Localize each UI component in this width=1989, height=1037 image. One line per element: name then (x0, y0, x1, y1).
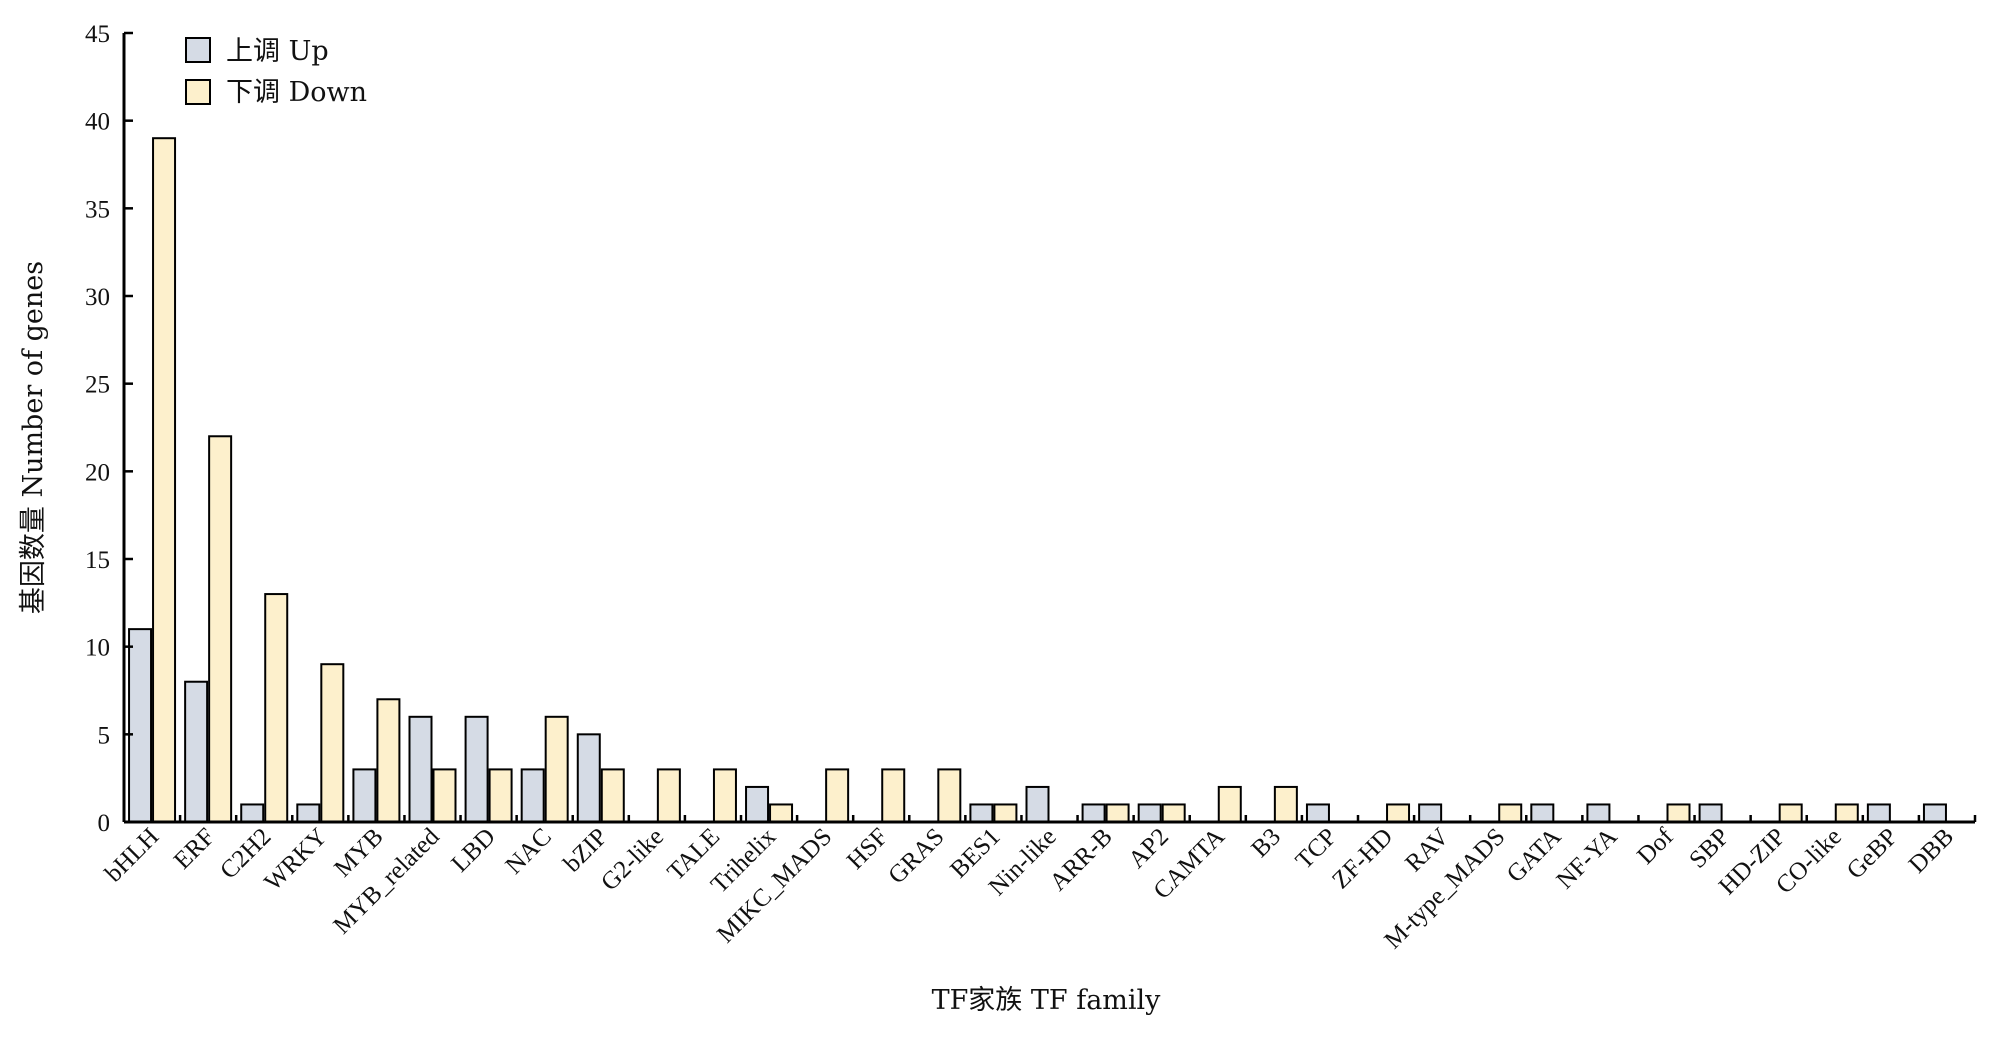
bar-down-HSF (881, 768, 906, 824)
y-tick-label: 20 (85, 459, 110, 486)
bar-down-AP2 (1161, 803, 1186, 824)
bar-down-MYB (376, 698, 401, 823)
bar-up-LBD (464, 715, 489, 823)
bar-up-Nin-like (1025, 785, 1050, 824)
bar-down-M-type_MADS (1498, 803, 1523, 824)
bar-up-ERF (184, 680, 209, 823)
bar-up-GeBP (1866, 803, 1891, 824)
bar-down-ZF-HD (1386, 803, 1411, 824)
x-tick-label: DBB (1904, 823, 1959, 878)
bar-down-LBD (488, 768, 513, 824)
bar-down-HD-ZIP (1778, 803, 1803, 824)
y-tick-label: 10 (85, 635, 110, 662)
x-tick-label: NF-YA (1551, 823, 1622, 894)
x-tick-label: SBP (1684, 823, 1735, 874)
y-axis-ticks: 0 5 10 15 20 25 30 35 40 45 (85, 21, 133, 837)
x-tick-label: NAC (500, 823, 556, 879)
bar-down-ERF (208, 435, 233, 823)
legend-swatch-up (185, 37, 211, 63)
bar-down-MYB_related (432, 768, 457, 824)
bar-up-TCP (1305, 803, 1330, 824)
bar-up-WRKY (296, 803, 321, 824)
bar-down-C2H2 (264, 593, 289, 823)
legend-label-down: 下调 Down (226, 77, 367, 108)
legend: 上调 Up 下调 Down (185, 36, 367, 108)
bar-up-ARR-B (1081, 803, 1106, 824)
x-tick-label: ARR-B (1045, 823, 1118, 896)
x-tick-label: ZF-HD (1327, 823, 1398, 894)
x-tick-label: B3 (1246, 823, 1286, 863)
bar-down-Dof (1666, 803, 1691, 824)
x-tick-label: WRKY (259, 823, 332, 896)
bar-up-RAV (1418, 803, 1443, 824)
bar-up-GATA (1530, 803, 1555, 824)
bar-down-bZIP (600, 768, 625, 824)
y-tick-label: 5 (98, 722, 111, 749)
y-tick-label: 25 (85, 372, 110, 399)
axes-layer (122, 33, 1975, 824)
bar-up-bZIP (576, 733, 601, 823)
y-axis-title: 基因数量 Number of genes (18, 261, 49, 614)
bar-up-bHLH (128, 628, 153, 824)
bar-down-CAMTA (1217, 785, 1242, 824)
bar-up-Trihelix (745, 785, 770, 824)
bar-down-GRAS (937, 768, 962, 824)
bar-up-MYB (352, 768, 377, 824)
x-tick-label: G2-like (596, 823, 669, 896)
bar-down-BES1 (993, 803, 1018, 824)
bar-down-CO-like (1834, 803, 1859, 824)
bar-up-SBP (1698, 803, 1723, 824)
y-tick-label: 30 (85, 284, 110, 311)
bar-up-NAC (520, 768, 545, 824)
bar-down-G2-like (656, 768, 681, 824)
bar-up-DBB (1922, 803, 1947, 824)
x-tick-label: Dof (1632, 823, 1679, 870)
x-tick-label: LBD (446, 823, 500, 877)
bar-down-Trihelix (769, 803, 794, 824)
bar-up-AP2 (1137, 803, 1162, 824)
x-tick-label: AP2 (1123, 823, 1174, 874)
bar-down-B3 (1273, 785, 1298, 824)
y-tick-label: 15 (85, 547, 110, 574)
bar-up-NF-YA (1586, 803, 1611, 824)
x-tick-label: ERF (169, 823, 221, 875)
bar-up-BES1 (969, 803, 994, 824)
x-tick-label: GRAS (883, 823, 949, 889)
bar-up-MYB_related (408, 715, 433, 823)
bar-up-C2H2 (240, 803, 265, 824)
y-tick-label: 35 (85, 196, 110, 223)
y-tick-label: 45 (85, 21, 110, 48)
bar-down-MIKC_MADS (825, 768, 850, 824)
y-tick-label: 0 (98, 810, 111, 837)
bar-down-TALE (712, 768, 737, 824)
legend-swatch-down (185, 79, 211, 105)
x-axis-title: TF家族 TF family (932, 985, 1162, 1016)
legend-label-up: 上调 Up (226, 36, 329, 67)
x-tick-label: GeBP (1842, 823, 1903, 884)
bar-down-bHLH (152, 137, 177, 823)
y-tick-label: 40 (85, 109, 110, 136)
bar-down-ARR-B (1105, 803, 1130, 824)
bar-down-NAC (544, 715, 569, 823)
bars-layer (128, 137, 1947, 824)
bar-down-WRKY (320, 663, 345, 824)
